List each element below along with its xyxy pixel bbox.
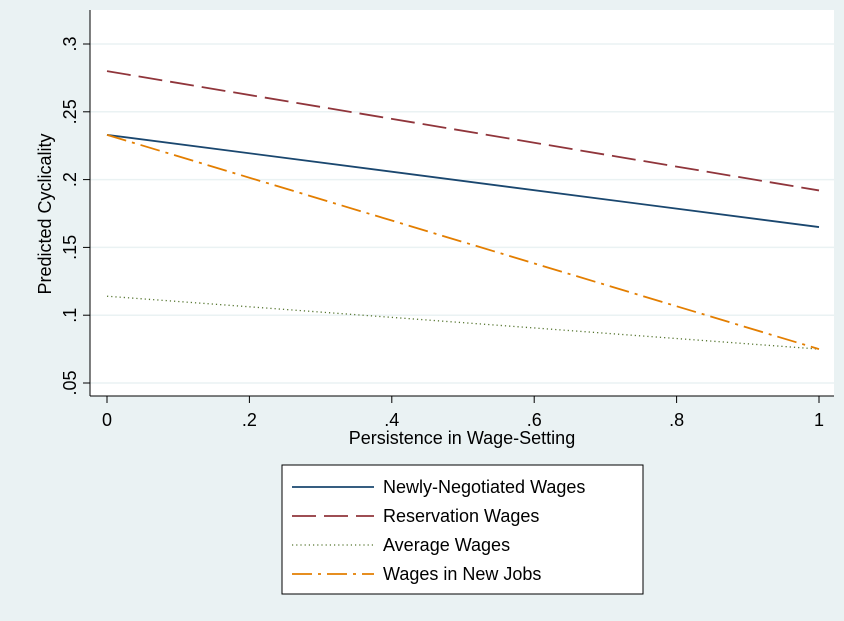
series-line — [106, 133, 820, 350]
x-tick-label: .2 — [242, 410, 257, 430]
x-tick-label: .6 — [527, 410, 542, 430]
y-tick-label: .3 — [60, 36, 80, 51]
x-tick-label: .4 — [384, 410, 399, 430]
x-tick-label: 1 — [814, 410, 824, 430]
y-tick-label: .25 — [60, 99, 80, 124]
x-tick-label: .8 — [669, 410, 684, 430]
legend-label: Newly-Negotiated Wages — [383, 477, 585, 497]
y-tick-label: .05 — [60, 370, 80, 395]
y-tick-label: .15 — [60, 235, 80, 260]
legend: Newly-Negotiated Wages Reservation Wages A… — [281, 464, 644, 595]
plot-area — [90, 10, 834, 396]
legend-label: Reservation Wages — [383, 506, 539, 526]
y-tick-label: .2 — [60, 172, 80, 187]
x-tick-label: 0 — [102, 410, 112, 430]
series-line — [106, 133, 820, 228]
legend-label: Average Wages — [383, 535, 510, 555]
x-axis-label: Persistence in Wage-Setting — [349, 428, 575, 448]
series-line — [106, 70, 820, 192]
y-axis-label: Predicted Cyclicality — [35, 133, 55, 294]
legend-label: Wages in New Jobs — [383, 564, 541, 584]
y-tick-label: .1 — [60, 308, 80, 323]
